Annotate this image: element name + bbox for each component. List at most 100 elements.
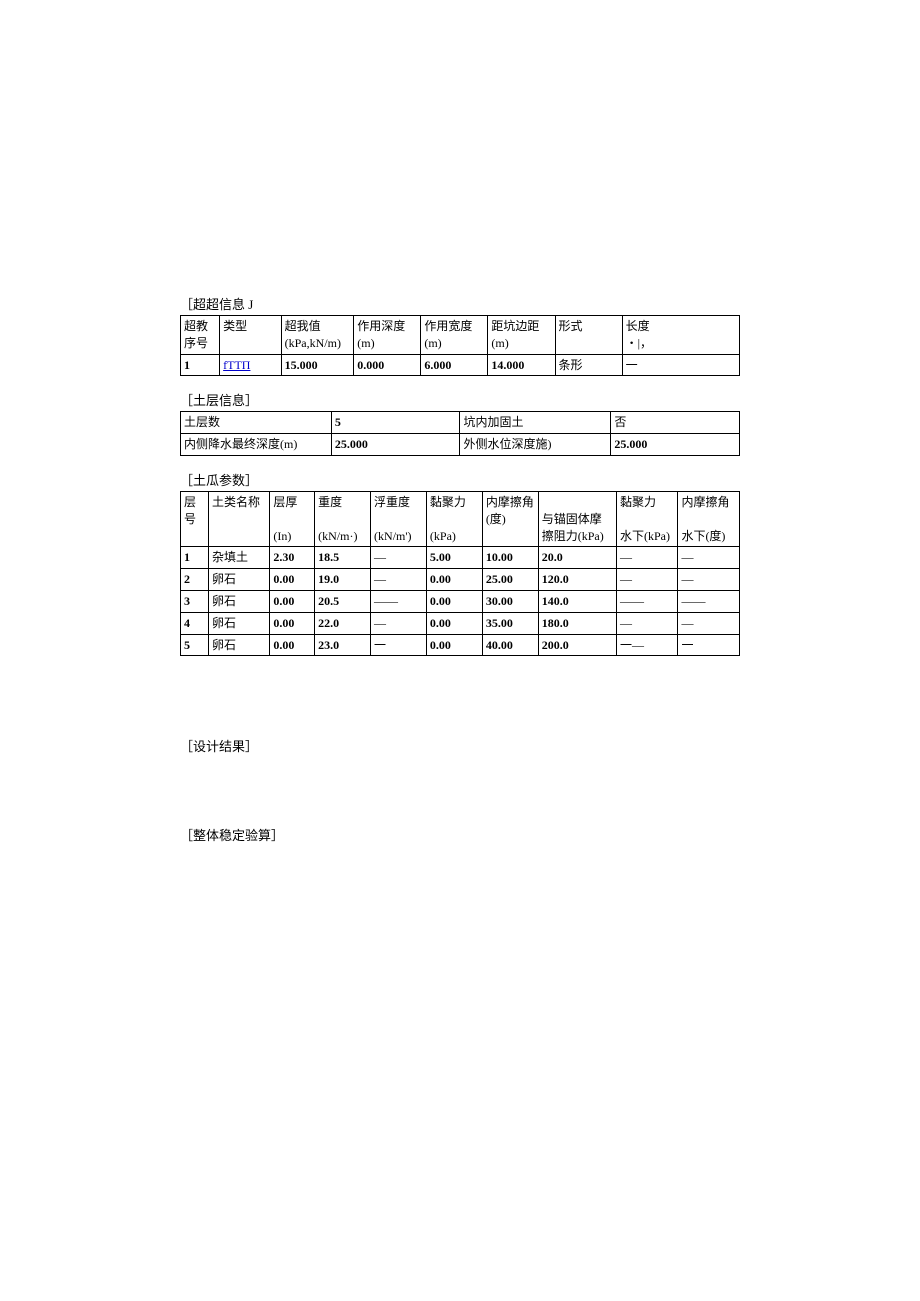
cell-v: 否	[611, 412, 740, 434]
h-weight: 重度 (kN/m·)	[315, 491, 371, 546]
cell-w: 20.5	[315, 590, 371, 612]
soil-params-title: ［土瓜参数］	[180, 470, 740, 489]
header-width-label: 作用宽度	[424, 319, 472, 333]
h-anchor-label: 与锚固体摩擦阻力(kPa)	[542, 512, 604, 543]
header-edge-dist: 距坑边距 (m)	[488, 316, 555, 355]
type-link: fTTП	[223, 358, 250, 372]
cell-fuw: —	[678, 547, 740, 569]
cell-fuw: 一	[678, 634, 740, 656]
cell-thick: 0.00	[270, 590, 315, 612]
cell-name: 卵石	[208, 569, 269, 591]
h-cuw-unit: 水下(kPa)	[620, 529, 670, 543]
cell-c: 0.00	[426, 634, 482, 656]
h-cohesion: 黏聚力 (kPa)	[426, 491, 482, 546]
header-edge-unit: (m)	[491, 336, 508, 350]
stability-check-heading: ［整体稳定验算］	[180, 825, 740, 844]
cell-w: 18.5	[315, 547, 371, 569]
header-length: 长度 ・|，	[622, 316, 739, 355]
cell-depth: 0.000	[354, 354, 421, 376]
h-thick: 层厚 (In)	[270, 491, 315, 546]
h-buoy: 浮重度 (kN/m')	[371, 491, 427, 546]
header-value: 超我值 (kPa,kN/m)	[281, 316, 354, 355]
cell-w: 22.0	[315, 612, 371, 634]
header-form: 形式	[555, 316, 622, 355]
cell-value: 15.000	[281, 354, 354, 376]
h-thick-label: 层厚	[273, 495, 297, 509]
surcharge-table: 超教序号 类型 超我值 (kPa,kN/m) 作用深度 (m) 作用宽度 (m)…	[180, 315, 740, 376]
cell-thick: 2.30	[270, 547, 315, 569]
cell-a: 120.0	[538, 569, 616, 591]
cell-form: 条形	[555, 354, 622, 376]
cell-name: 杂填土	[208, 547, 269, 569]
h-friction: 内摩擦角 (度)	[482, 491, 538, 546]
h-friction-uw: 内摩擦角 水下(度)	[678, 491, 740, 546]
cell-fuw: ——	[678, 590, 740, 612]
cell-buoy: —	[371, 569, 427, 591]
cell-w: 23.0	[315, 634, 371, 656]
cell-n: 2	[181, 569, 209, 591]
cell-thick: 0.00	[270, 569, 315, 591]
header-edge-label: 距坑边距	[491, 319, 539, 333]
cell-length: 一	[622, 354, 739, 376]
header-depth-label: 作用深度	[357, 319, 405, 333]
cell-cuw: —	[616, 612, 677, 634]
cell-k: 土层数	[181, 412, 332, 434]
cell-fuw: —	[678, 612, 740, 634]
table-row: 3卵石0.0020.5——0.0030.00140.0————	[181, 590, 740, 612]
cell-c: 5.00	[426, 547, 482, 569]
cell-c: 0.00	[426, 612, 482, 634]
cell-n: 4	[181, 612, 209, 634]
cell-v: 25.000	[611, 434, 740, 456]
h-fuw-label: 内摩擦角	[681, 495, 729, 509]
h-f-unit: (度)	[486, 512, 506, 526]
cell-f: 10.00	[482, 547, 538, 569]
cell-name: 卵石	[208, 612, 269, 634]
table-row: 1杂填土2.3018.5—5.0010.0020.0——	[181, 547, 740, 569]
h-weight-label: 重度	[318, 495, 342, 509]
cell-cuw: —	[616, 569, 677, 591]
cell-cuw: ——	[616, 590, 677, 612]
cell-buoy: —	[371, 547, 427, 569]
cell-k: 外侧水位深度施)	[460, 434, 611, 456]
header-value-unit: (kPa,kN/m)	[285, 336, 341, 350]
header-seq: 超教序号	[181, 316, 220, 355]
cell-seq: 1	[181, 354, 220, 376]
h-anchor: 与锚固体摩擦阻力(kPa)	[538, 491, 616, 546]
cell-buoy: ——	[371, 590, 427, 612]
cell-a: 180.0	[538, 612, 616, 634]
cell-name: 卵石	[208, 590, 269, 612]
soil-info-title: ［土层信息］	[180, 390, 740, 409]
header-width: 作用宽度 (m)	[421, 316, 488, 355]
cell-c: 0.00	[426, 569, 482, 591]
header-value-label: 超我值	[285, 319, 321, 333]
cell-type: fTTП	[220, 354, 281, 376]
surcharge-title: ［超超信息 J	[180, 294, 740, 313]
h-c-label: 黏聚力	[430, 495, 466, 509]
cell-n: 5	[181, 634, 209, 656]
h-cohesion-uw: 黏聚力 水下(kPa)	[616, 491, 677, 546]
cell-w: 19.0	[315, 569, 371, 591]
cell-f: 30.00	[482, 590, 538, 612]
h-thick-unit: (In)	[273, 529, 291, 543]
soil-params-table: 层号 土类名称 层厚 (In) 重度 (kN/m·) 浮重度 (kN/m') 黏…	[180, 491, 740, 656]
cell-edge: 14.000	[488, 354, 555, 376]
header-type: 类型	[220, 316, 281, 355]
design-result-heading: ［设计结果］	[180, 736, 740, 755]
cell-c: 0.00	[426, 590, 482, 612]
h-buoy-unit: (kN/m')	[374, 529, 412, 543]
h-name: 土类名称	[208, 491, 269, 546]
cell-n: 1	[181, 547, 209, 569]
soil-info-table: 土层数 5 坑内加固土 否 内侧降水最终深度(m) 25.000 外侧水位深度施…	[180, 411, 740, 456]
cell-cuw: 一—	[616, 634, 677, 656]
cell-thick: 0.00	[270, 634, 315, 656]
surcharge-row: 1 fTTП 15.000 0.000 6.000 14.000 条形 一	[181, 354, 740, 376]
h-fuw-unit: 水下(度)	[681, 529, 725, 543]
cell-buoy: 一	[371, 634, 427, 656]
cell-v: 25.000	[331, 434, 460, 456]
cell-a: 200.0	[538, 634, 616, 656]
cell-buoy: —	[371, 612, 427, 634]
table-row: 4卵石0.0022.0—0.0035.00180.0——	[181, 612, 740, 634]
cell-k: 坑内加固土	[460, 412, 611, 434]
cell-a: 20.0	[538, 547, 616, 569]
cell-a: 140.0	[538, 590, 616, 612]
